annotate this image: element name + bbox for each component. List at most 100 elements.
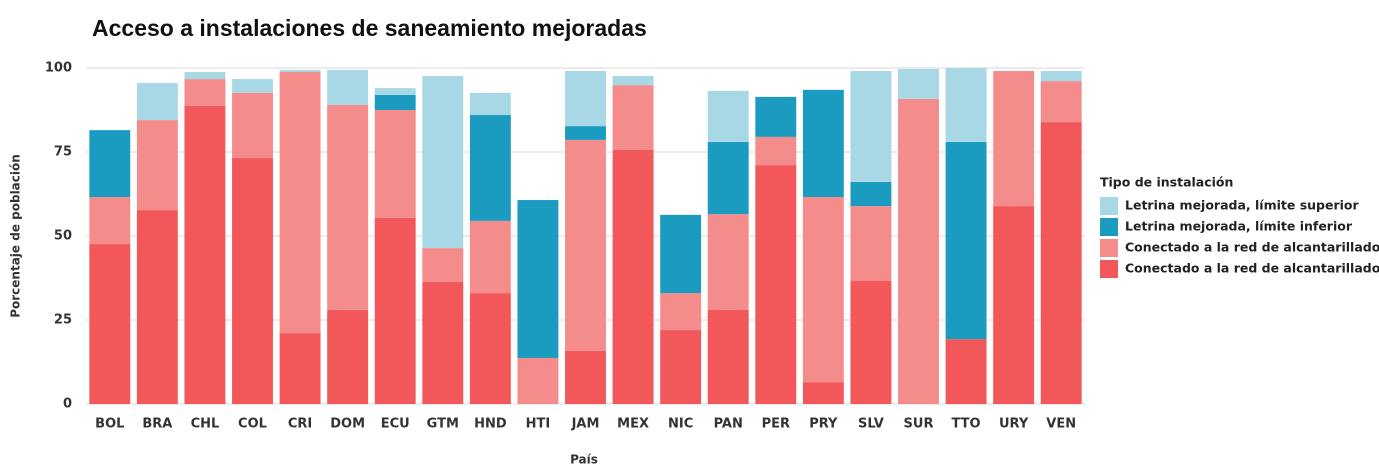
legend-label: Letrina mejorada, límite inferior [1125,219,1353,234]
legend-label: Conectado a la red de alcantarillado [1125,240,1379,255]
x-tick-label: CHL [191,417,220,432]
x-tick-label: PAN [714,417,743,432]
bar-segment [136,210,178,404]
x-tick-label: URY [999,417,1029,432]
y-tick-label: 0 [63,397,72,412]
x-tick-label: CRI [288,417,312,432]
bar-segment [374,110,416,218]
bar-segment [232,158,273,404]
bar-segment [374,217,416,404]
bar-segment [1040,122,1082,404]
bar-segment [184,79,226,106]
bar-segment [1040,81,1082,123]
y-tick-label: 50 [54,229,72,244]
bar-segment [327,309,369,404]
bar-segment [517,200,559,358]
bar-segment [612,85,654,150]
bar-segment [850,281,892,404]
bar-segment [945,339,987,404]
bar-segment [707,90,749,142]
bar-segment [707,214,749,310]
bar-segment [184,72,226,80]
bar-segment [898,69,939,99]
bar-segment [184,105,226,404]
bar-segment [469,293,511,404]
bar-segment [517,357,559,404]
x-tick-label: NIC [668,417,693,432]
bar-segment [565,126,606,140]
x-tick-label: VEN [1046,417,1076,432]
bar-segment [898,98,939,405]
legend-label: Letrina mejorada, límite superior [1125,198,1359,213]
x-tick-label: BRA [142,417,172,432]
bar-segment [422,282,464,404]
bar-segment [755,96,797,137]
legend-swatch [1100,197,1118,215]
bar-segment [374,88,416,95]
bar-segment [469,115,511,221]
bar-segment [89,197,131,245]
bar-segment [279,333,321,404]
x-tick-label: HTI [526,417,551,432]
x-tick-label: COL [238,417,267,432]
x-tick-label: MEX [617,417,649,432]
bar-segment [422,248,464,283]
x-tick-label: SUR [904,417,934,432]
bar-segment [802,197,844,383]
bar-segment [1040,71,1082,82]
bar-segment [136,83,178,121]
x-tick-label: BOL [95,417,124,432]
bar-segment [469,92,511,116]
bar-segment [565,350,606,404]
bar-segment [945,141,987,340]
chart-title: Acceso a instalaciones de saneamiento me… [92,15,647,41]
x-tick-label: HND [474,417,507,432]
bar-segment [89,244,131,404]
bar-segment [565,71,606,127]
bar-segment [469,220,511,294]
bar-segment [232,92,273,159]
x-tick-label: PRY [809,417,838,432]
y-tick-label: 100 [45,61,72,76]
y-tick-label: 25 [54,313,72,328]
legend-swatch [1100,239,1118,257]
bar-segment [279,72,321,334]
bar-segment [707,141,749,215]
bar-segment [279,70,321,73]
bar-segment [707,309,749,404]
bar-segment [374,94,416,110]
x-tick-label: ECU [381,417,410,432]
legend-title: Tipo de instalación [1100,175,1233,190]
bar-segment [755,165,797,404]
bar-segment [660,330,702,404]
bar-segment [802,89,844,198]
x-tick-label: DOM [330,417,365,432]
bar-segment [850,181,892,207]
x-axis-title: País [570,453,598,467]
bar-segment [327,104,369,310]
x-tick-label: PER [762,417,790,432]
bar-segment [612,149,654,404]
bar-segment [660,214,702,294]
legend-label: Conectado a la red de alcantarillado [1125,261,1379,276]
bar-segment [327,70,369,105]
bar-segment [422,76,464,249]
bar-segment [136,120,178,211]
x-tick-label: JAM [571,417,600,432]
x-tick-label: SLV [858,417,884,432]
bar-segment [755,136,797,166]
bar-segment [945,68,987,142]
bar-segment [993,206,1035,404]
bar-segment [660,293,702,331]
x-tick-label: TTO [952,417,981,432]
bar-segment [612,76,654,86]
x-tick-label: GTM [427,417,459,432]
bar-segment [993,71,1035,207]
legend-swatch [1100,218,1118,236]
y-tick-label: 75 [54,145,72,160]
legend-swatch [1100,260,1118,278]
bar-segment [232,79,273,93]
bar-segment [850,206,892,282]
bar-segment [565,139,606,351]
